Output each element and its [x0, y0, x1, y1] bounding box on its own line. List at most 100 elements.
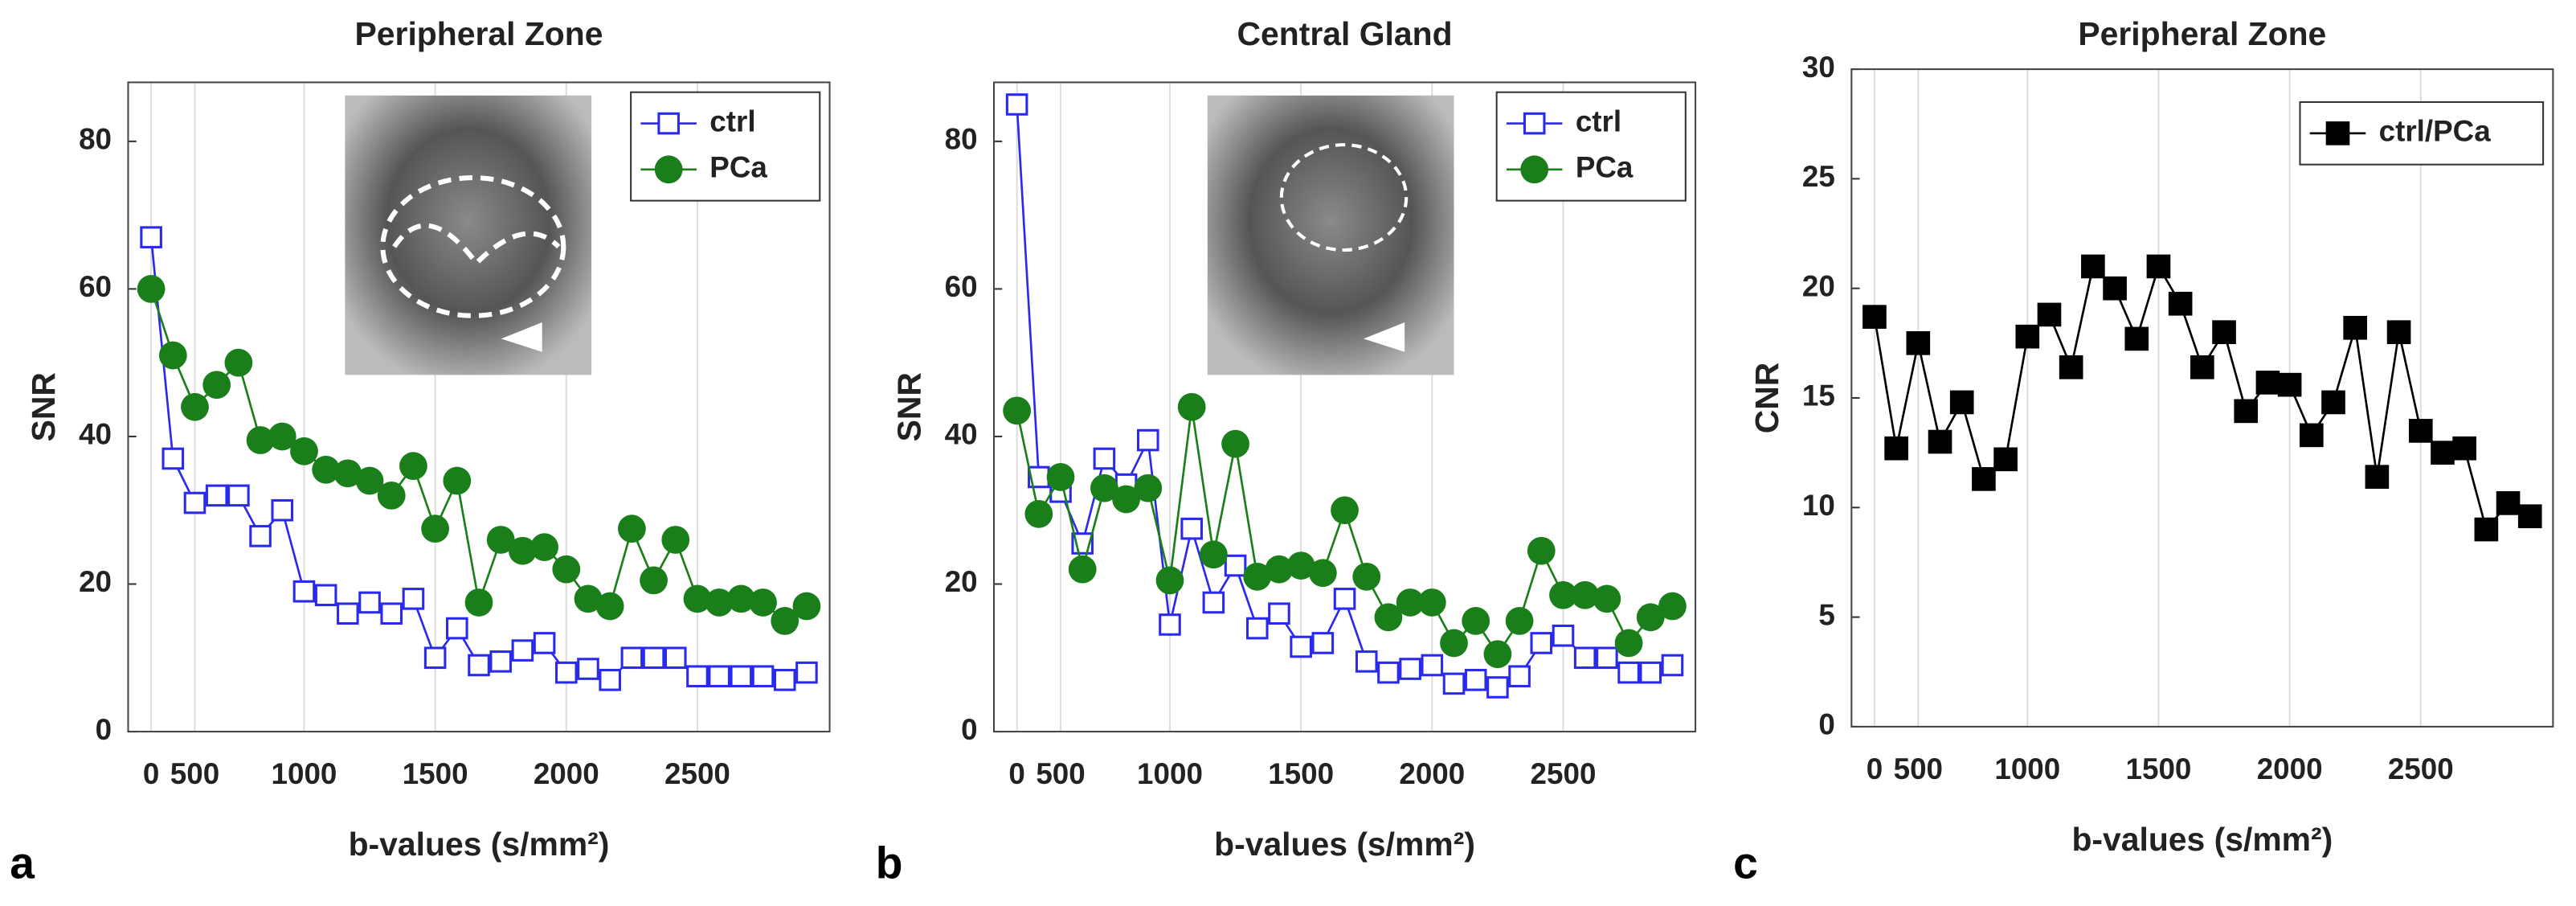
y-axis-label: SNR — [891, 372, 928, 441]
x-tick-label: 0 — [1008, 757, 1024, 790]
marker — [1068, 555, 1097, 584]
marker — [1224, 554, 1247, 577]
marker — [1221, 429, 1249, 458]
marker — [489, 650, 513, 673]
marker — [2234, 399, 2259, 424]
marker — [2343, 315, 2368, 340]
x-axis-label: b-values (s/mm²) — [349, 826, 610, 863]
marker — [749, 588, 777, 617]
x-axis-label: b-values (s/mm²) — [1214, 826, 1475, 863]
mri-inset — [1207, 95, 1454, 375]
marker — [402, 588, 425, 610]
marker — [2081, 254, 2105, 279]
marker — [2146, 254, 2171, 279]
marker — [1333, 588, 1356, 610]
x-tick-label: 2500 — [1531, 757, 1597, 790]
axes-frame — [1850, 68, 2554, 728]
marker — [1286, 551, 1315, 580]
y-tick-label: 0 — [1818, 708, 1834, 741]
chart-title: Central Gland — [1237, 15, 1453, 52]
y-tick-label: 15 — [1802, 379, 1835, 412]
marker — [1155, 566, 1184, 595]
marker — [355, 466, 384, 495]
y-tick-label: 5 — [1818, 598, 1834, 631]
marker — [599, 669, 621, 691]
x-axis-label: b-values (s/mm²) — [2071, 821, 2333, 858]
marker — [1862, 305, 1887, 329]
marker — [574, 584, 603, 613]
chart-title: Peripheral Zone — [2078, 15, 2326, 52]
x-tick-label: 0 — [143, 757, 159, 790]
x-tick-label: 500 — [170, 757, 219, 790]
legend-label: ctrl — [709, 105, 755, 137]
marker — [1311, 632, 1335, 654]
marker — [421, 514, 450, 543]
marker — [1906, 331, 1931, 355]
y-axis-label: CNR — [1748, 363, 1785, 434]
arrowhead — [1364, 322, 1405, 352]
panel-label: a — [10, 838, 35, 888]
marker — [2212, 320, 2236, 345]
marker — [162, 447, 185, 470]
marker — [1202, 591, 1225, 614]
marker — [1593, 584, 1621, 613]
x-tick-label: 2500 — [664, 757, 730, 790]
legend-label: ctrl/PCa — [2379, 115, 2492, 148]
marker — [181, 392, 209, 421]
marker — [533, 632, 556, 654]
x-tick-label: 1000 — [1137, 757, 1203, 790]
y-tick-label: 0 — [96, 713, 112, 746]
marker — [1421, 654, 1444, 677]
marker — [1159, 613, 1181, 636]
marker — [530, 533, 558, 562]
y-tick-label: 20 — [79, 565, 112, 598]
marker — [1505, 607, 1534, 635]
arrowhead — [501, 322, 542, 352]
roi-outline — [1279, 143, 1409, 252]
marker — [771, 607, 799, 635]
marker — [2103, 276, 2127, 301]
marker — [1112, 485, 1140, 514]
marker — [290, 437, 318, 465]
marker — [1442, 672, 1466, 695]
marker — [268, 422, 296, 451]
marker — [640, 566, 668, 595]
marker — [140, 226, 162, 248]
y-tick-label: 0 — [961, 713, 977, 746]
y-tick-label: 10 — [1802, 489, 1835, 522]
marker — [1199, 540, 1228, 569]
y-axis-label: SNR — [25, 372, 62, 441]
marker — [595, 592, 624, 621]
legend-box — [1495, 91, 1687, 202]
marker — [1639, 661, 1662, 684]
x-tick-label: 500 — [1894, 752, 1943, 785]
x-tick-label: 1000 — [1994, 752, 2060, 785]
marker — [1136, 428, 1159, 452]
legend-marker — [657, 112, 680, 135]
axes-frame — [992, 81, 1697, 733]
marker — [246, 426, 275, 454]
roi-outline — [392, 223, 561, 268]
marker — [380, 602, 403, 625]
legend-marker — [654, 155, 683, 184]
marker — [1090, 473, 1118, 502]
marker — [2386, 320, 2411, 345]
marker — [792, 592, 821, 621]
marker — [224, 348, 253, 377]
marker — [1928, 429, 1952, 454]
marker — [1399, 658, 1421, 680]
x-tick-label: 2000 — [2257, 752, 2323, 785]
marker — [312, 455, 341, 484]
marker — [1596, 646, 1618, 670]
marker — [2015, 324, 2040, 349]
marker — [1003, 396, 1032, 425]
marker — [1440, 629, 1468, 658]
legend-label: ctrl — [1576, 105, 1621, 137]
marker — [2190, 355, 2214, 379]
marker — [1527, 536, 1556, 565]
marker — [2255, 371, 2280, 395]
marker — [446, 617, 468, 640]
marker — [227, 484, 250, 507]
